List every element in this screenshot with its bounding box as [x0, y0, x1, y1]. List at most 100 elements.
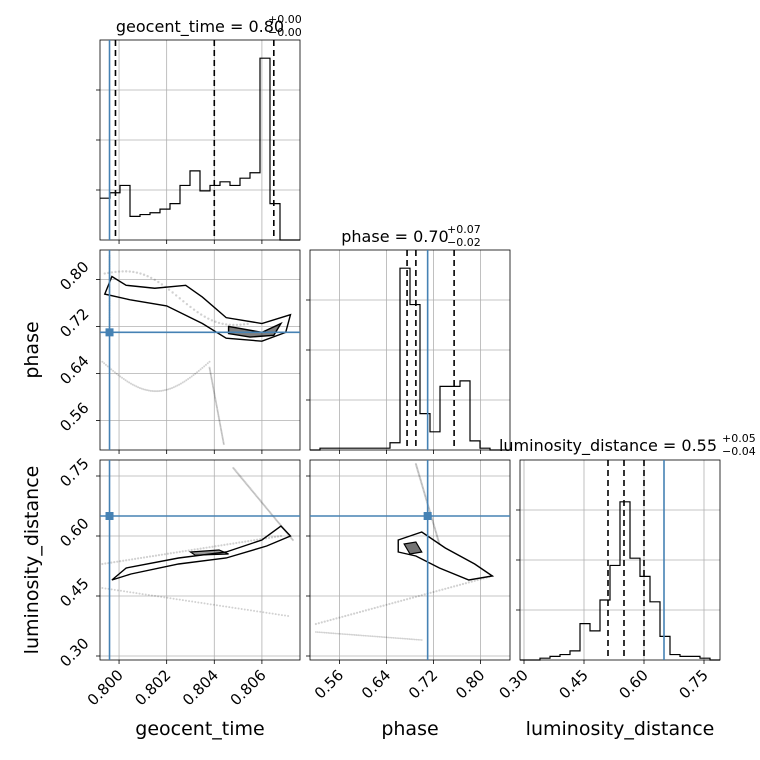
- sample-point: [158, 390, 161, 393]
- y-tick-label-phase: 0.72: [56, 305, 92, 341]
- sample-point: [199, 368, 202, 371]
- sample-point: [222, 439, 225, 442]
- sample-point: [167, 388, 170, 391]
- sample-point: [423, 493, 427, 496]
- sample-point: [103, 362, 106, 365]
- sample-point: [179, 382, 182, 385]
- sample-point: [242, 478, 245, 482]
- x-tick-label-phase: 0.72: [405, 666, 441, 702]
- panel-phase-vs-geocent_time: [96, 249, 301, 454]
- truth-marker-luminosity-distance-vs-geocent-time: [105, 512, 114, 520]
- sample-point: [413, 638, 416, 641]
- sample-point: [145, 555, 149, 559]
- sample-point: [117, 374, 120, 377]
- title-phase-minus: −0.02: [447, 236, 481, 249]
- sample-point: [196, 547, 199, 551]
- sample-point: [194, 601, 197, 603]
- sample-point: [343, 633, 346, 636]
- sample-point: [421, 484, 424, 487]
- contour-luminosity-distance-vs-phase-inner: [403, 541, 423, 555]
- sample-point: [178, 297, 181, 300]
- sample-point: [344, 614, 347, 618]
- sample-point: [332, 618, 335, 621]
- sample-point: [252, 490, 255, 494]
- sample-point: [115, 372, 118, 375]
- sample-point: [222, 443, 225, 446]
- sample-point: [197, 369, 200, 372]
- sample-point: [218, 421, 221, 424]
- sample-point: [476, 578, 479, 582]
- sample-point: [219, 425, 222, 428]
- sample-point: [217, 544, 220, 547]
- sample-point: [160, 595, 163, 598]
- sample-point: [235, 323, 239, 327]
- sample-point: [187, 378, 190, 381]
- sample-point: [132, 270, 135, 274]
- sample-point: [253, 539, 256, 542]
- sample-point: [434, 530, 437, 534]
- sample-point: [199, 313, 203, 316]
- sample-point: [373, 606, 376, 610]
- sample-point: [178, 550, 181, 553]
- sample-point: [264, 506, 268, 509]
- sample-point: [428, 509, 431, 512]
- y-tick-label-luminosity_distance: 0.75: [56, 454, 92, 490]
- sample-point: [280, 614, 283, 617]
- sample-point: [191, 600, 194, 603]
- sample-point: [216, 409, 219, 412]
- sample-point: [121, 376, 124, 379]
- sample-point: [429, 591, 432, 594]
- sample-point: [232, 323, 235, 327]
- sample-point: [276, 535, 280, 538]
- sample-point: [124, 379, 127, 382]
- sample-point: [420, 594, 423, 597]
- sample-point: [362, 634, 365, 637]
- sample-point: [416, 469, 419, 472]
- sample-point: [214, 401, 217, 404]
- sample-point: [219, 604, 221, 607]
- sample-point: [160, 283, 164, 286]
- sample-point: [253, 492, 256, 495]
- sample-point: [217, 415, 220, 418]
- sample-point: [424, 496, 427, 499]
- sample-point: [146, 389, 149, 392]
- sample-point: [221, 438, 224, 441]
- sample-point: [220, 432, 223, 435]
- sample-point: [211, 381, 214, 384]
- sample-point: [414, 595, 417, 598]
- sample-point: [350, 613, 353, 616]
- sample-point: [208, 360, 211, 363]
- sample-point: [210, 319, 214, 322]
- sample-point: [378, 635, 381, 638]
- sample-point: [154, 390, 157, 393]
- sample-point: [367, 608, 370, 611]
- sample-point: [217, 412, 220, 415]
- sample-point: [137, 386, 140, 389]
- sample-point: [240, 608, 243, 610]
- x-tick-label-phase: 0.56: [311, 666, 347, 702]
- sample-point: [360, 634, 363, 637]
- sample-point: [380, 636, 383, 638]
- sample-point: [274, 518, 278, 521]
- sample-point: [379, 605, 382, 608]
- sample-point: [113, 588, 116, 591]
- sample-point: [247, 484, 250, 488]
- title-geocent-time-plus: +0.00: [268, 13, 302, 26]
- y-tick-label-luminosity_distance: 0.45: [56, 574, 92, 610]
- sample-point: [166, 552, 169, 555]
- sample-point: [116, 560, 119, 563]
- sample-point: [382, 636, 384, 638]
- x-tick-label-luminosity_distance: 0.60: [615, 666, 651, 702]
- title-phase-plus: +0.07: [447, 223, 481, 236]
- sample-point: [464, 582, 467, 585]
- sample-point: [214, 397, 217, 400]
- sample-point: [192, 308, 196, 311]
- sample-point: [175, 551, 178, 554]
- contour-luminosity-distance-vs-geocent-time-inner: [188, 549, 229, 556]
- sample-point: [222, 441, 225, 444]
- sample-point: [210, 378, 213, 381]
- sample-point: [146, 274, 149, 278]
- sample-point: [132, 591, 135, 594]
- sample-point: [320, 621, 323, 624]
- sample-point: [101, 360, 104, 363]
